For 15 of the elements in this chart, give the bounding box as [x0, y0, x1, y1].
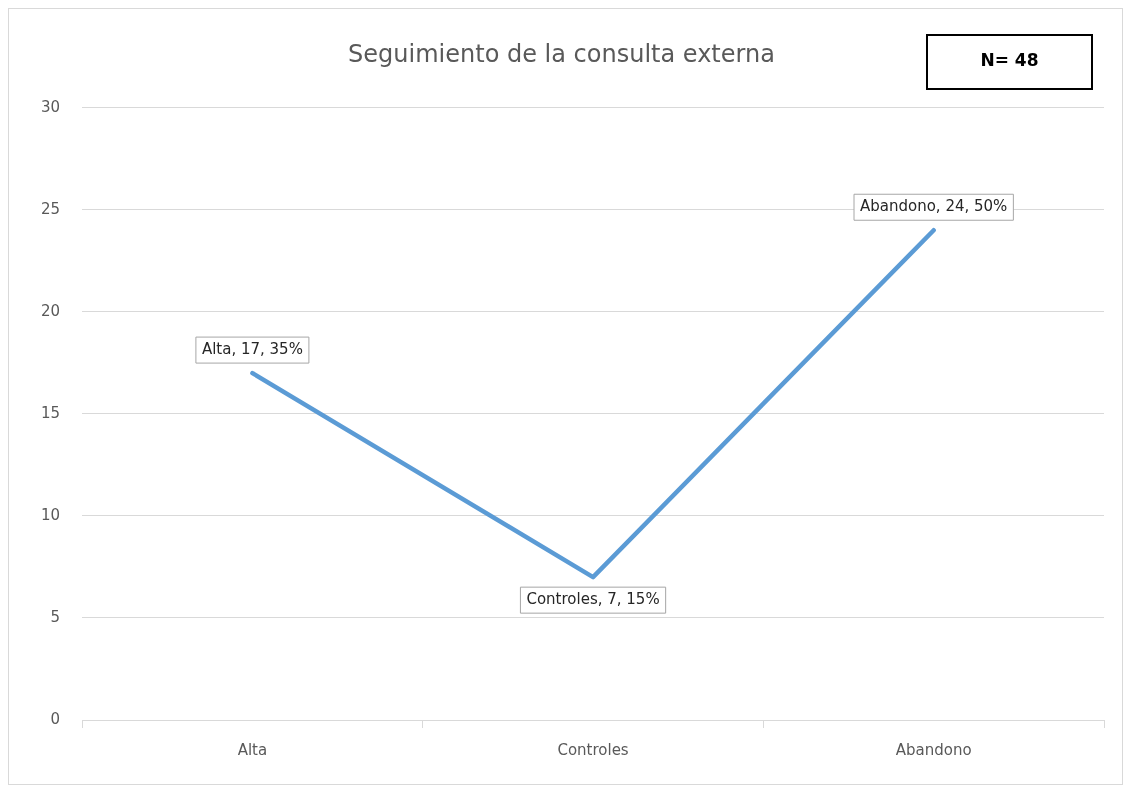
y-tick-label: 20 [40, 301, 61, 320]
y-tick-label: 30 [40, 97, 61, 116]
y-tick-label: 15 [40, 403, 61, 422]
y-tick-label: 10 [40, 505, 61, 524]
y-tick-label: 25 [40, 199, 61, 218]
x-tick-label: Abandono [895, 740, 972, 759]
y-tick-label: 5 [50, 607, 61, 626]
y-tick-label: 0 [50, 709, 61, 728]
chart-title: Seguimiento de la consulta externa [348, 39, 775, 68]
data-label: Abandono, 24, 50% [859, 197, 1008, 216]
x-tick-label: Controles [557, 740, 629, 759]
x-tick-label: Alta [237, 740, 268, 759]
data-label: Controles, 7, 15% [526, 590, 660, 609]
text: N= 48 [980, 50, 1039, 71]
data-label: Alta, 17, 35% [201, 339, 303, 358]
